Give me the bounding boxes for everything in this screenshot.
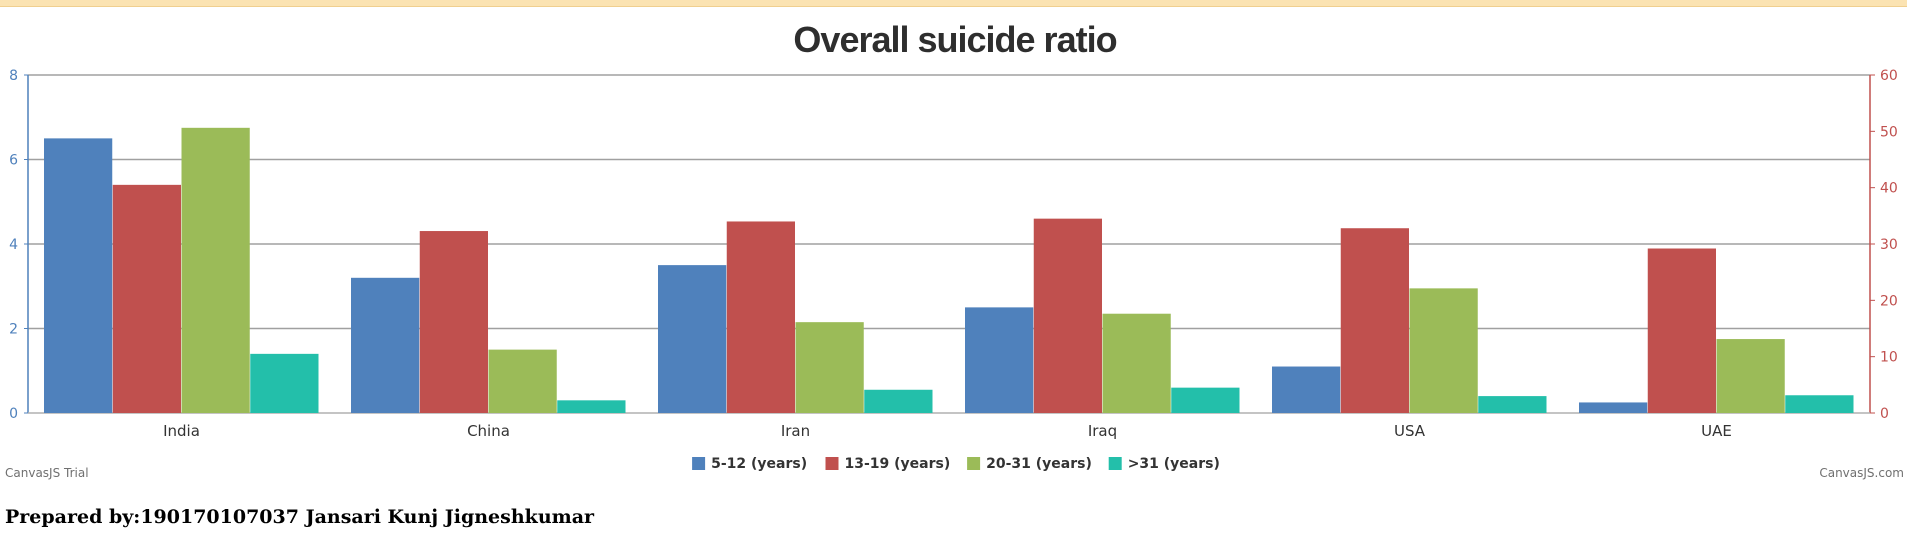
y-right-tick-label: 60 xyxy=(1880,68,1898,84)
y-right-tick-label: 50 xyxy=(1880,124,1898,140)
legend-swatch xyxy=(1108,457,1122,470)
category-label: USA xyxy=(1394,422,1426,440)
legend[interactable]: 5-12 (years) 13-19 (years) 20-31 (years) >3… xyxy=(692,456,1220,472)
credit-left[interactable]: CanvasJS Trial xyxy=(5,466,89,480)
bar[interactable] xyxy=(1579,402,1648,413)
category-label: UAE xyxy=(1701,422,1732,440)
bar[interactable] xyxy=(1409,288,1478,413)
bar[interactable] xyxy=(1102,313,1171,413)
legend-item-label: 5-12 (years) xyxy=(711,456,807,472)
bar[interactable] xyxy=(557,400,626,413)
bar[interactable] xyxy=(658,265,727,413)
bar[interactable] xyxy=(112,184,181,413)
grouped-bar-chart: Overall suicide ratio 0 2 4 6 8 0 10 20 30 40 50 60… xyxy=(9,19,1898,472)
bar[interactable] xyxy=(795,322,864,413)
bar[interactable] xyxy=(1478,396,1547,413)
y-right-tick-label: 30 xyxy=(1880,237,1898,253)
legend-item-label: >31 (years) xyxy=(1128,456,1220,472)
y-left-tick-label: 0 xyxy=(9,406,18,422)
y-left-tick-label: 4 xyxy=(9,237,18,253)
y-left-tick-label: 2 xyxy=(9,322,18,338)
y-right-tick-label: 0 xyxy=(1880,406,1889,422)
axes: 0 2 4 6 8 0 10 20 30 40 50 60 xyxy=(9,68,1898,422)
y-right-tick-label: 40 xyxy=(1880,181,1898,197)
bar[interactable] xyxy=(44,138,113,413)
y-right-tick-label: 10 xyxy=(1880,350,1898,366)
bar[interactable] xyxy=(419,231,488,413)
category-label: Iran xyxy=(781,422,810,440)
bar[interactable] xyxy=(181,127,250,413)
bar[interactable] xyxy=(965,307,1034,413)
bar[interactable] xyxy=(1785,395,1854,413)
bar[interactable] xyxy=(1171,387,1240,413)
y-left-tick-label: 8 xyxy=(9,68,18,84)
bar[interactable] xyxy=(864,389,933,413)
bar[interactable] xyxy=(351,277,420,413)
gridlines xyxy=(28,74,1870,330)
legend-swatch xyxy=(967,457,981,470)
credit-right[interactable]: CanvasJS.com xyxy=(1819,466,1904,480)
bar[interactable] xyxy=(250,353,319,413)
prepared-by-footer: Prepared by:190170107037 Jansari Kunj Ji… xyxy=(5,506,595,528)
bar[interactable] xyxy=(488,349,557,413)
top-banner-strip xyxy=(0,0,1907,7)
y-right-tick-label: 20 xyxy=(1880,293,1898,309)
bar[interactable] xyxy=(1340,228,1409,413)
bar[interactable] xyxy=(1272,366,1341,413)
legend-swatch xyxy=(825,457,839,470)
legend-item-label: 13-19 (years) xyxy=(845,456,951,472)
bar[interactable] xyxy=(1647,248,1716,413)
bar[interactable] xyxy=(1716,339,1785,413)
legend-item-label: 20-31 (years) xyxy=(986,456,1092,472)
category-labels: India China Iran Iraq USA UAE xyxy=(163,422,1732,440)
category-label: China xyxy=(467,422,510,440)
bars xyxy=(44,127,1854,413)
category-label: India xyxy=(163,422,200,440)
bar[interactable] xyxy=(1033,218,1102,413)
category-label: Iraq xyxy=(1088,422,1117,440)
chart-title: Overall suicide ratio xyxy=(793,19,1116,60)
legend-swatch xyxy=(692,457,706,470)
y-left-tick-label: 6 xyxy=(9,153,18,169)
bar[interactable] xyxy=(726,221,795,413)
